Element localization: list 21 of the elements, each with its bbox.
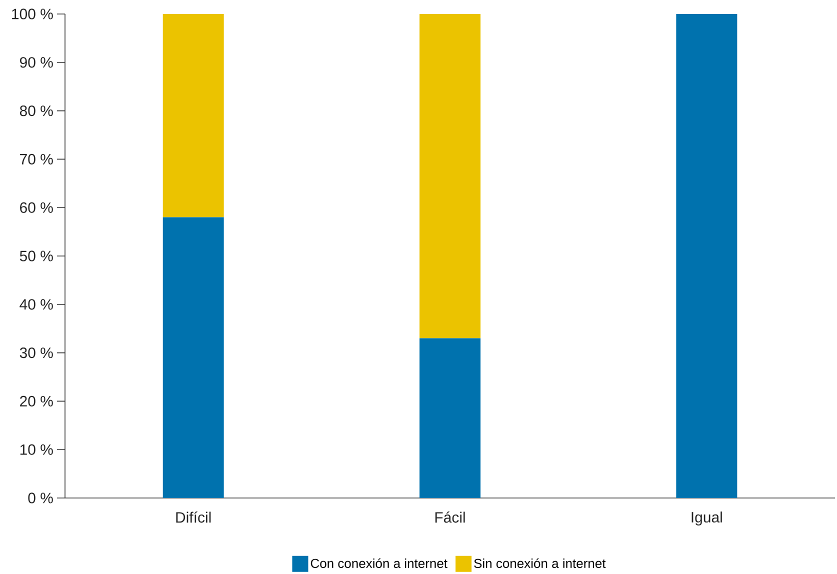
y-tick-label: 50 % xyxy=(20,250,53,262)
bar xyxy=(162,14,224,218)
bar xyxy=(676,14,738,498)
bar xyxy=(420,14,481,338)
x-tick-label: Fácil xyxy=(435,512,465,523)
x-tick-label: Difícil xyxy=(176,512,211,523)
bar xyxy=(162,217,224,498)
y-tick-label: 70 % xyxy=(20,154,53,165)
legend-label: Sin conexión a internet xyxy=(474,558,606,568)
y-tick-label: 80 % xyxy=(20,105,53,116)
y-tick-label: 40 % xyxy=(20,299,53,310)
y-tick-label: 0 % xyxy=(28,492,53,504)
x-tick-label: Igual xyxy=(692,512,722,526)
y-tick-label: 30 % xyxy=(20,347,53,358)
y-tick-label: 100 % xyxy=(12,8,53,20)
legend-label: Con conexión a internet xyxy=(310,558,448,568)
y-tick-label: 90 % xyxy=(20,57,53,68)
y-tick-label: 60 % xyxy=(20,202,53,213)
bar xyxy=(420,338,481,498)
y-tick-label: 10 % xyxy=(20,444,53,455)
y-tick-label: 20 % xyxy=(20,396,53,407)
